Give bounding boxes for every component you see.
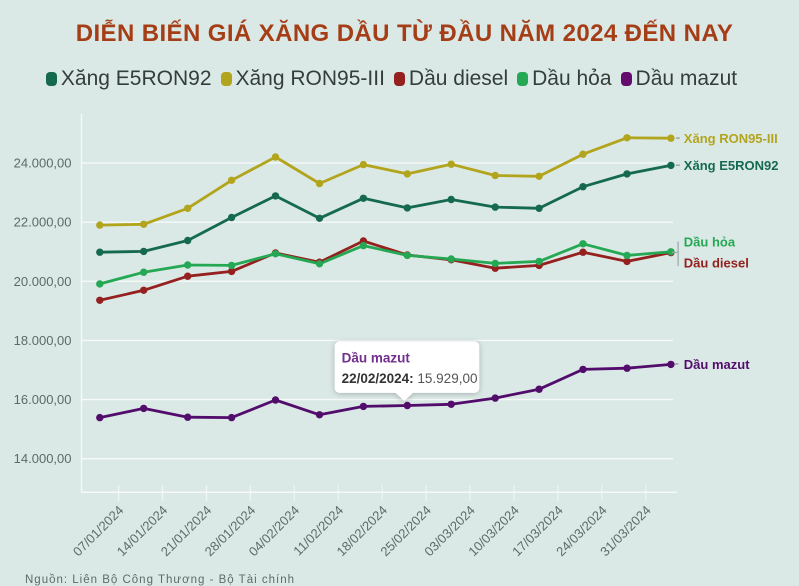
svg-text:16.000,00: 16.000,00 (14, 392, 72, 407)
svg-text:Dầu diesel: Dầu diesel (684, 256, 749, 271)
svg-text:Dầu mazut: Dầu mazut (342, 351, 411, 366)
svg-text:Dầu hỏa: Dầu hỏa (684, 235, 736, 250)
svg-text:Xăng E5RON92: Xăng E5RON92 (684, 158, 779, 173)
svg-text:22/02/2024: 15.929,00: 22/02/2024: 15.929,00 (342, 371, 478, 386)
svg-text:18.000,00: 18.000,00 (14, 333, 72, 348)
svg-text:14.000,00: 14.000,00 (14, 451, 72, 466)
svg-text:Dầu mazut: Dầu mazut (684, 357, 750, 372)
svg-text:24.000,00: 24.000,00 (14, 156, 72, 171)
svg-text:22.000,00: 22.000,00 (14, 215, 72, 230)
svg-text:Xăng RON95-III: Xăng RON95-III (684, 131, 778, 146)
svg-text:20.000,00: 20.000,00 (14, 274, 72, 289)
